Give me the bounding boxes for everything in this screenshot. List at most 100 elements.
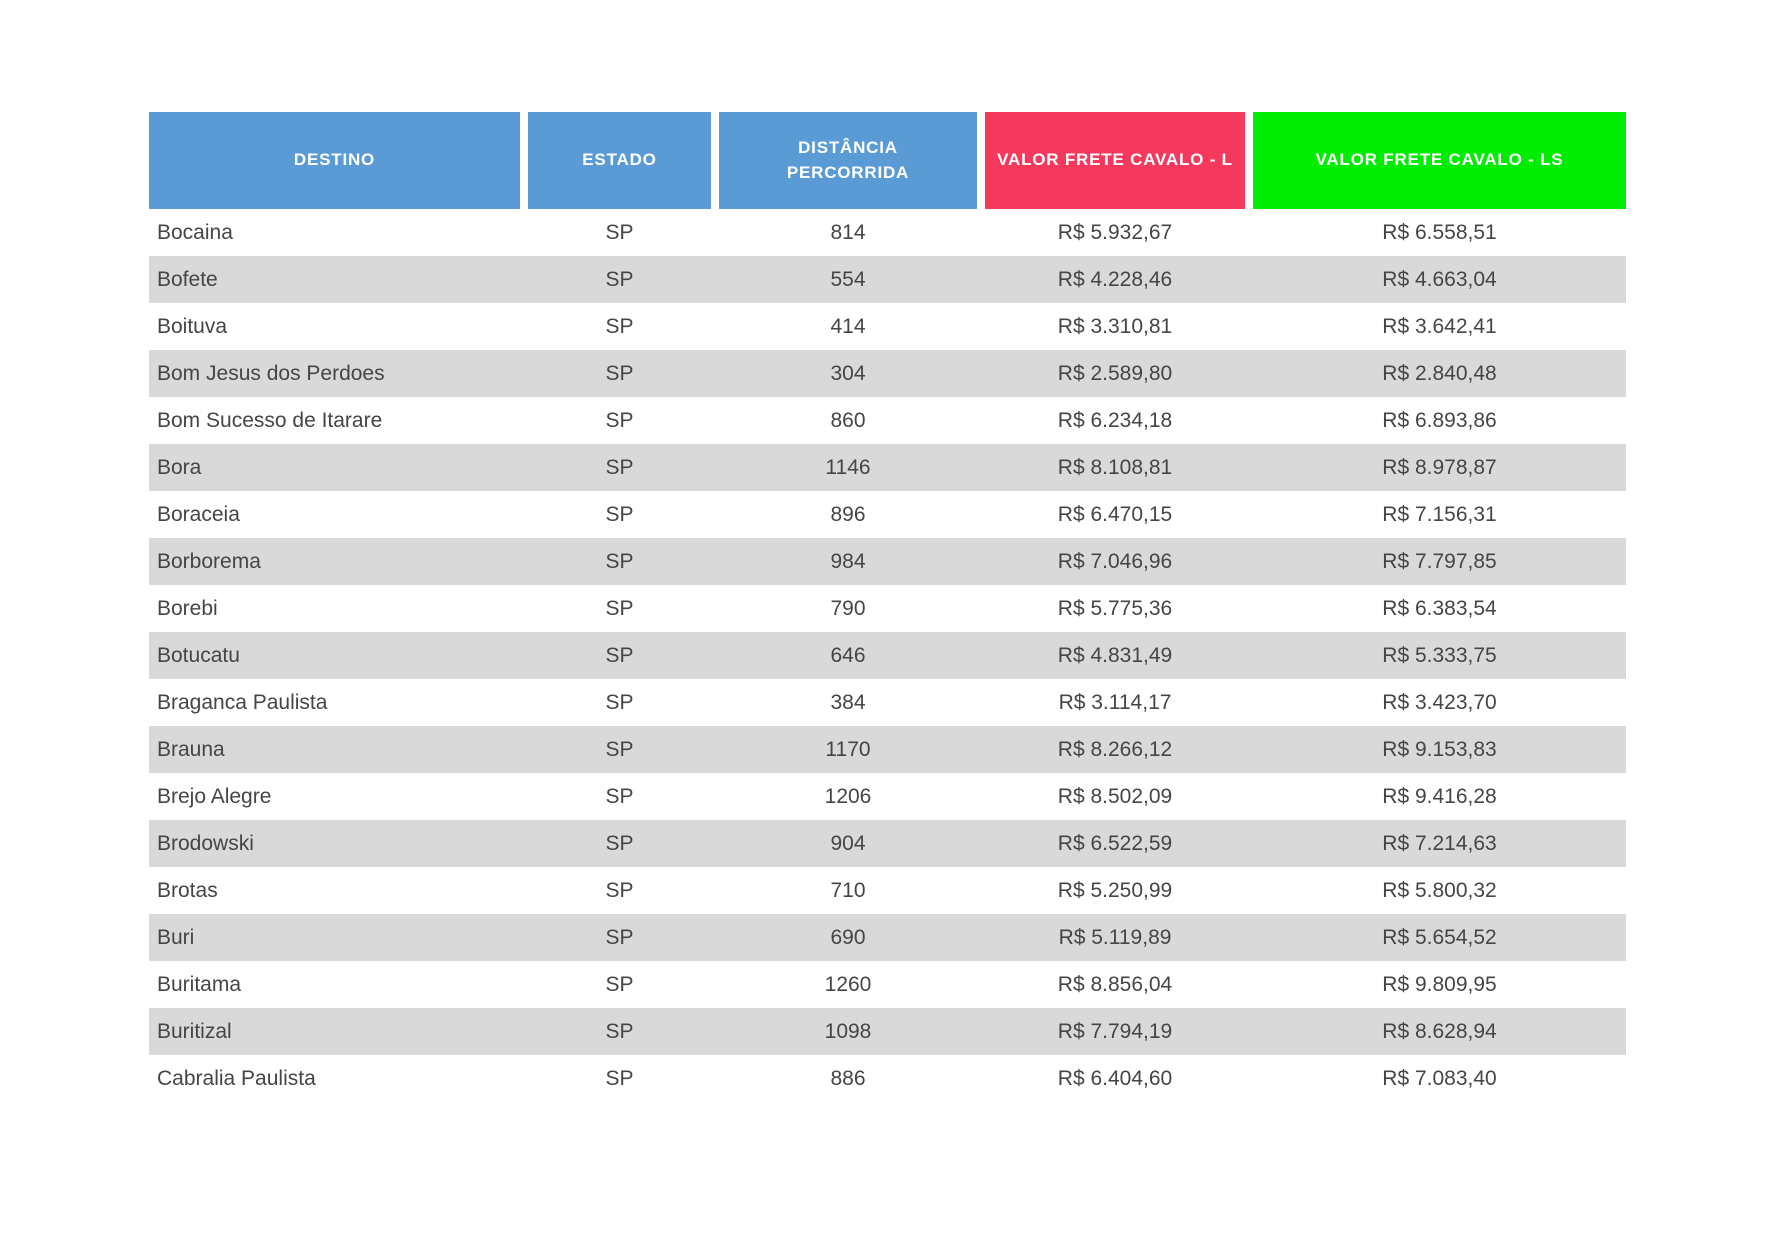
- cell-frete_l: R$ 2.589,80: [1057, 361, 1173, 385]
- table-row: Bora SP 1146 R$ 8.108,81 R$ 8.978,87: [149, 444, 1626, 491]
- cell-frete_ls: R$ 9.416,28: [1382, 784, 1497, 808]
- cell-distancia: 384: [830, 690, 866, 714]
- table-row: Cabralia Paulista SP 886 R$ 6.404,60 R$ 7.08…: [149, 1055, 1626, 1102]
- cell-frete_ls: R$ 3.423,70: [1382, 690, 1497, 714]
- cell-destino: Borebi: [157, 596, 218, 620]
- cell-distancia: 1098: [824, 1019, 872, 1043]
- cell-frete_ls: R$ 6.558,51: [1382, 220, 1497, 244]
- cell-frete_ls: R$ 6.893,86: [1382, 408, 1497, 432]
- cell-frete_l: R$ 3.310,81: [1057, 314, 1173, 338]
- cell-distancia: 1146: [825, 455, 871, 479]
- column-header-label: VALOR FRETE CAVALO - L: [997, 150, 1233, 170]
- cell-frete_l: R$ 6.470,15: [1057, 502, 1173, 526]
- table-row: Boraceia SP 896 R$ 6.470,15 R$ 7.156,31: [149, 491, 1626, 538]
- cell-distancia: 710: [830, 878, 866, 902]
- cell-estado: SP: [605, 596, 634, 620]
- cell-frete_l: R$ 6.522,59: [1057, 831, 1173, 855]
- cell-estado: SP: [605, 549, 634, 573]
- cell-distancia: 690: [830, 925, 866, 949]
- table-row: Boituva SP 414 R$ 3.310,81 R$ 3.642,41: [149, 303, 1626, 350]
- cell-destino: Bom Sucesso de Itarare: [157, 408, 383, 432]
- cell-frete_l: R$ 4.831,49: [1057, 643, 1173, 667]
- cell-frete_ls: R$ 7.156,31: [1382, 502, 1497, 526]
- cell-estado: SP: [605, 784, 634, 808]
- cell-frete_ls: R$ 8.978,87: [1382, 455, 1497, 479]
- table-row: Brauna SP 1170 R$ 8.266,12 R$ 9.153,83: [149, 726, 1626, 773]
- table-row: Buritama SP 1260 R$ 8.856,04 R$ 9.809,95: [149, 961, 1626, 1008]
- cell-distancia: 896: [830, 502, 866, 526]
- table-header-row: DESTINO ESTADO DISTÂNCIA PERCORRIDA VALO…: [149, 112, 1626, 209]
- cell-frete_l: R$ 5.250,99: [1057, 878, 1173, 902]
- column-header-label: ESTADO: [582, 150, 657, 170]
- cell-destino: Bora: [157, 455, 202, 479]
- cell-frete_ls: R$ 5.654,52: [1382, 925, 1497, 949]
- column-header-label: DESTINO: [293, 150, 376, 170]
- cell-destino: Buri: [157, 925, 195, 949]
- table-row: Borborema SP 984 R$ 7.046,96 R$ 7.797,85: [149, 538, 1626, 585]
- table-row: Bocaina SP 814 R$ 5.932,67 R$ 6.558,51: [149, 209, 1626, 256]
- column-header-distancia: DISTÂNCIA PERCORRIDA: [719, 112, 977, 209]
- cell-distancia: 790: [830, 596, 866, 620]
- cell-destino: Bom Jesus dos Perdoes: [157, 361, 385, 385]
- cell-distancia: 1170: [825, 737, 871, 761]
- table-row: Buritizal SP 1098 R$ 7.794,19 R$ 8.628,94: [149, 1008, 1626, 1055]
- cell-frete_l: R$ 6.404,60: [1057, 1066, 1173, 1090]
- cell-frete_ls: R$ 8.628,94: [1382, 1019, 1497, 1043]
- cell-estado: SP: [605, 361, 634, 385]
- cell-frete_l: R$ 8.266,12: [1057, 737, 1173, 761]
- cell-frete_l: R$ 8.856,04: [1057, 972, 1173, 996]
- cell-frete_l: R$ 5.775,36: [1057, 596, 1173, 620]
- table-row: Brejo Alegre SP 1206 R$ 8.502,09 R$ 9.416,28: [149, 773, 1626, 820]
- column-header-destino: DESTINO: [149, 112, 520, 209]
- cell-estado: SP: [605, 455, 634, 479]
- cell-distancia: 886: [830, 1066, 866, 1090]
- table-row: Botucatu SP 646 R$ 4.831,49 R$ 5.333,75: [149, 632, 1626, 679]
- cell-distancia: 646: [830, 643, 866, 667]
- cell-distancia: 984: [830, 549, 866, 573]
- table-row: Bofete SP 554 R$ 4.228,46 R$ 4.663,04: [149, 256, 1626, 303]
- cell-frete_ls: R$ 7.214,63: [1382, 831, 1497, 855]
- cell-estado: SP: [605, 925, 634, 949]
- cell-frete_l: R$ 8.108,81: [1057, 455, 1173, 479]
- cell-destino: Borborema: [157, 549, 261, 573]
- cell-estado: SP: [605, 831, 634, 855]
- column-header-frete-l: VALOR FRETE CAVALO - L: [985, 112, 1245, 209]
- cell-destino: Brauna: [157, 737, 225, 761]
- cell-distancia: 304: [830, 361, 866, 385]
- cell-estado: SP: [605, 690, 634, 714]
- cell-estado: SP: [605, 972, 634, 996]
- cell-destino: Boraceia: [157, 502, 240, 526]
- cell-destino: Bofete: [157, 267, 218, 291]
- cell-frete_l: R$ 4.228,46: [1057, 267, 1173, 291]
- cell-destino: Brodowski: [157, 831, 254, 855]
- cell-frete_l: R$ 6.234,18: [1057, 408, 1173, 432]
- table-row: Bom Sucesso de Itarare SP 860 R$ 6.234,18 R$…: [149, 397, 1626, 444]
- cell-estado: SP: [605, 314, 634, 338]
- cell-estado: SP: [605, 643, 634, 667]
- table-row: Borebi SP 790 R$ 5.775,36 R$ 6.383,54: [149, 585, 1626, 632]
- cell-frete_ls: R$ 9.809,95: [1382, 972, 1497, 996]
- cell-frete_l: R$ 5.119,89: [1058, 925, 1172, 949]
- cell-estado: SP: [605, 1066, 634, 1090]
- cell-frete_l: R$ 5.932,67: [1057, 220, 1173, 244]
- cell-distancia: 860: [830, 408, 866, 432]
- cell-frete_ls: R$ 9.153,83: [1382, 737, 1497, 761]
- cell-frete_l: R$ 8.502,09: [1057, 784, 1173, 808]
- cell-destino: Buritama: [157, 972, 242, 996]
- table-row: Brotas SP 710 R$ 5.250,99 R$ 5.800,32: [149, 867, 1626, 914]
- column-header-estado: ESTADO: [528, 112, 711, 209]
- cell-frete_ls: R$ 2.840,48: [1382, 361, 1497, 385]
- cell-destino: Brejo Alegre: [157, 784, 272, 808]
- cell-distancia: 554: [830, 267, 866, 291]
- cell-estado: SP: [605, 408, 634, 432]
- cell-estado: SP: [605, 1019, 634, 1043]
- table-row: Bom Jesus dos Perdoes SP 304 R$ 2.589,80 R$ …: [149, 350, 1626, 397]
- cell-estado: SP: [605, 502, 634, 526]
- cell-destino: Braganca Paulista: [157, 690, 328, 714]
- cell-frete_ls: R$ 5.333,75: [1382, 643, 1497, 667]
- cell-frete_ls: R$ 7.083,40: [1382, 1066, 1497, 1090]
- table-row: Braganca Paulista SP 384 R$ 3.114,17 R$ 3.42…: [149, 679, 1626, 726]
- cell-distancia: 414: [830, 314, 866, 338]
- table-body: Bocaina SP 814 R$ 5.932,67 R$ 6.558,51 Bofete…: [149, 209, 1626, 1102]
